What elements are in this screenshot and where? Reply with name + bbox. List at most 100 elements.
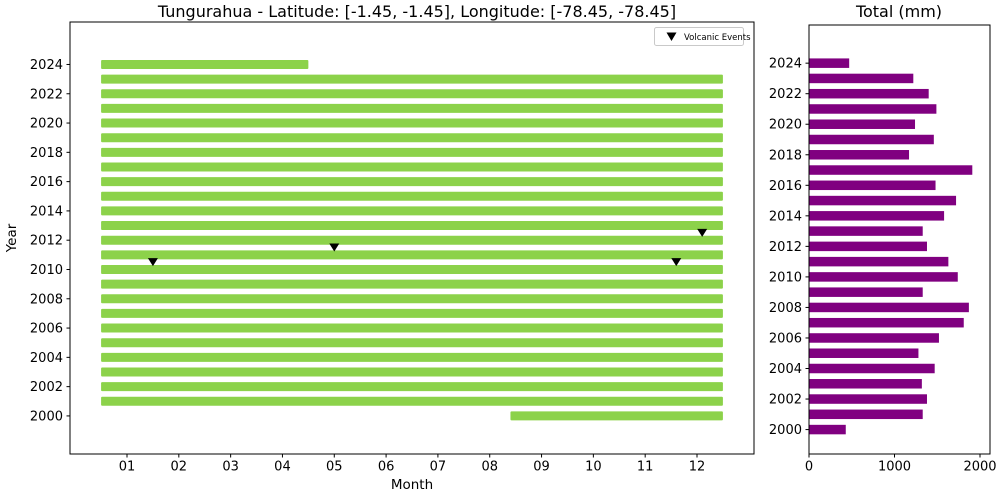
plot-border <box>69 21 755 455</box>
monthly-coverage-plot: 01 02 03 04 05 06 07 08 09 10 11 12 2000 2002 2004 2006… <box>30 21 755 475</box>
total-bar-2002 <box>809 394 927 404</box>
total-bar-2006 <box>809 333 939 343</box>
total-bar-2020 <box>809 119 916 129</box>
y-tick-label: 2022 <box>30 87 63 102</box>
volcanic-event-marker <box>697 228 708 237</box>
coverage-bar-2016 <box>101 177 723 187</box>
coverage-bar-2024 <box>101 59 309 69</box>
y-tick-label: 2002 <box>769 393 802 408</box>
total-bar-2012 <box>809 241 927 252</box>
x-tick-label: 08 <box>481 460 498 475</box>
y-tick-label: 2018 <box>769 148 802 163</box>
y-tick-label: 2002 <box>30 380 63 395</box>
total-bar-2000 <box>809 424 846 435</box>
y-tick-label: 2014 <box>30 204 63 219</box>
x-tick-label: 05 <box>326 460 343 475</box>
y-tick-label: 2000 <box>769 423 802 438</box>
coverage-bar-2001 <box>101 396 723 406</box>
total-bar-2005 <box>809 348 919 358</box>
total-bar-2008 <box>809 302 969 313</box>
y-axis-label: Year <box>4 223 20 253</box>
y-tick-label: 2008 <box>769 301 802 316</box>
x-tick-label: 10 <box>585 460 602 475</box>
y-tick-label: 2006 <box>30 322 63 337</box>
total-bar-2021 <box>809 104 937 114</box>
y-tick-label: 2008 <box>30 292 63 307</box>
coverage-bar-2008 <box>101 294 723 304</box>
coverage-bar-2015 <box>101 191 723 201</box>
x-tick-label: 01 <box>119 460 136 475</box>
right-chart-title: Total (mm) <box>855 2 942 21</box>
coverage-bar-2020 <box>101 118 723 128</box>
y-tick-label: 2024 <box>30 58 63 73</box>
volcanic-event-marker <box>329 243 340 252</box>
legend-label: Volcanic Events <box>684 33 751 43</box>
legend: Volcanic Events <box>654 27 751 46</box>
coverage-bar-2012 <box>101 235 723 245</box>
x-tick-label: 11 <box>637 460 654 475</box>
total-bar-2017 <box>809 165 973 175</box>
coverage-bar-2017 <box>101 162 723 172</box>
x-tick-label: 2000 <box>963 460 996 475</box>
total-bar-2022 <box>809 88 929 99</box>
coverage-bar-2023 <box>101 74 723 84</box>
y-tick-label: 2012 <box>769 240 802 255</box>
coverage-bar-2019 <box>101 133 723 143</box>
total-bar-2009 <box>809 287 923 297</box>
y-tick-label: 2024 <box>769 57 802 72</box>
total-bar-2016 <box>809 180 936 191</box>
coverage-bar-2005 <box>101 338 723 348</box>
coverage-bar-2018 <box>101 147 723 157</box>
total-bar-2001 <box>809 409 923 420</box>
triangle-down-icon <box>666 32 677 41</box>
y-tick-label: 2010 <box>769 270 802 285</box>
coverage-bar-2011 <box>101 250 723 260</box>
x-tick-label: 06 <box>378 460 395 475</box>
left-chart-title: Tungurahua - Latitude: [-1.45, -1.45], L… <box>157 2 676 21</box>
x-tick-label: 02 <box>171 460 188 475</box>
coverage-bar-2021 <box>101 103 723 113</box>
total-bar-2011 <box>809 256 949 267</box>
coverage-bar-2002 <box>101 382 723 392</box>
volcanic-event-marker <box>147 258 158 267</box>
y-tick-label: 2004 <box>30 351 63 366</box>
coverage-bar-2009 <box>101 279 723 289</box>
coverage-bar-2013 <box>101 221 723 231</box>
coverage-bar-2006 <box>101 323 723 333</box>
y-tick-label: 2000 <box>30 409 63 424</box>
y-tick-label: 2004 <box>769 362 802 377</box>
coverage-bar-2004 <box>101 352 723 362</box>
y-tick-label: 2016 <box>769 179 802 194</box>
total-bar-2013 <box>809 226 923 236</box>
volcanic-event-marker <box>671 258 682 267</box>
x-tick-label: 07 <box>430 460 447 475</box>
total-bar-2007 <box>809 317 964 328</box>
total-bar-2015 <box>809 195 957 206</box>
x-tick-label: 0 <box>805 460 813 475</box>
y-tick-label: 2020 <box>769 118 802 133</box>
y-tick-label: 2018 <box>30 146 63 161</box>
x-axis-label: Month <box>391 477 433 493</box>
x-tick-label: 09 <box>533 460 550 475</box>
total-bar-2023 <box>809 73 914 84</box>
y-tick-label: 2020 <box>30 117 63 132</box>
plot-border <box>808 24 991 455</box>
y-tick-label: 2014 <box>769 209 802 224</box>
y-tick-label: 2022 <box>769 87 802 102</box>
y-tick-label: 2010 <box>30 263 63 278</box>
coverage-bar-2003 <box>101 367 723 377</box>
legend-box <box>654 27 744 46</box>
total-bar-2019 <box>809 134 934 145</box>
coverage-bar-2000 <box>510 411 723 421</box>
total-bar-2003 <box>809 379 922 389</box>
x-tick-label: 12 <box>689 460 706 475</box>
x-tick-label: 1000 <box>878 460 911 475</box>
coverage-bar-2014 <box>101 206 723 216</box>
coverage-bar-2007 <box>101 308 723 318</box>
total-bar-2024 <box>809 58 850 68</box>
coverage-bar-2010 <box>101 264 723 274</box>
total-bar-2004 <box>809 363 935 374</box>
total-bar-2010 <box>809 272 958 282</box>
